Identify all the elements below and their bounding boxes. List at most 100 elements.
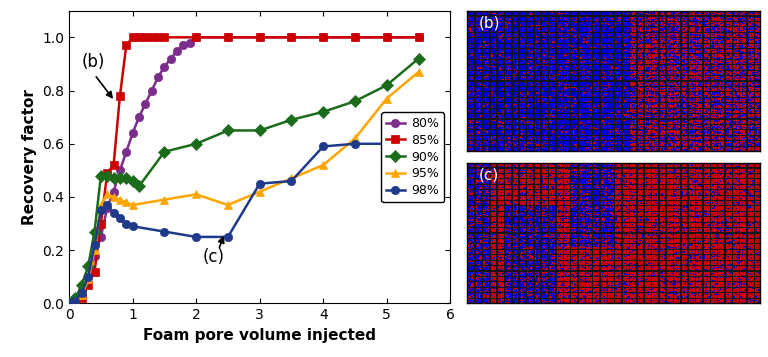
- 95%: [414, 70, 423, 74]
- Line: 98%: 98%: [65, 134, 422, 308]
- 90%: [71, 296, 80, 300]
- 80%: [128, 131, 137, 135]
- 85%: [134, 35, 144, 40]
- 98%: [78, 291, 87, 295]
- 80%: [84, 275, 93, 279]
- 95%: [223, 203, 233, 207]
- 85%: [382, 35, 392, 40]
- 90%: [84, 264, 93, 268]
- 80%: [103, 206, 112, 210]
- 90%: [103, 174, 112, 178]
- 85%: [128, 35, 137, 40]
- Text: (c): (c): [203, 248, 224, 266]
- 80%: [134, 115, 144, 119]
- 98%: [71, 299, 80, 303]
- 98%: [103, 203, 112, 207]
- 95%: [160, 197, 169, 202]
- 98%: [84, 275, 93, 279]
- 85%: [71, 304, 80, 308]
- 80%: [65, 301, 74, 306]
- 85%: [84, 283, 93, 287]
- Line: 80%: 80%: [65, 33, 422, 308]
- 80%: [255, 35, 264, 40]
- 80%: [90, 253, 99, 258]
- 80%: [109, 190, 118, 194]
- Line: 90%: 90%: [65, 55, 422, 308]
- 90%: [90, 230, 99, 234]
- 98%: [96, 208, 105, 212]
- 95%: [121, 200, 131, 205]
- 95%: [78, 293, 87, 298]
- 85%: [96, 221, 105, 226]
- 85%: [78, 296, 87, 300]
- 85%: [121, 43, 131, 47]
- 98%: [382, 142, 392, 146]
- 85%: [287, 35, 296, 40]
- 95%: [115, 197, 124, 202]
- 85%: [103, 171, 112, 175]
- 80%: [71, 296, 80, 300]
- 95%: [71, 304, 80, 308]
- 80%: [179, 43, 188, 47]
- 98%: [350, 142, 359, 146]
- 95%: [96, 203, 105, 207]
- 85%: [90, 270, 99, 274]
- X-axis label: Foam pore volume injected: Foam pore volume injected: [143, 328, 376, 343]
- 80%: [382, 35, 392, 40]
- 80%: [191, 35, 200, 40]
- Line: 85%: 85%: [65, 33, 422, 310]
- 85%: [191, 35, 200, 40]
- 95%: [90, 248, 99, 252]
- Text: (b): (b): [82, 52, 105, 71]
- 95%: [128, 203, 137, 207]
- 90%: [382, 83, 392, 87]
- 90%: [65, 301, 74, 306]
- 98%: [223, 235, 233, 239]
- Text: (b): (b): [479, 16, 501, 31]
- 90%: [414, 56, 423, 61]
- 85%: [350, 35, 359, 40]
- 90%: [287, 118, 296, 122]
- 90%: [121, 176, 131, 181]
- 80%: [141, 102, 150, 106]
- 98%: [414, 136, 423, 141]
- 80%: [121, 150, 131, 154]
- 80%: [223, 35, 233, 40]
- 95%: [191, 192, 200, 196]
- 90%: [78, 283, 87, 287]
- 80%: [185, 40, 194, 45]
- 98%: [255, 182, 264, 186]
- 85%: [147, 35, 157, 40]
- 95%: [382, 96, 392, 101]
- 90%: [223, 128, 233, 132]
- 98%: [128, 224, 137, 228]
- 90%: [191, 142, 200, 146]
- 98%: [109, 211, 118, 215]
- 90%: [255, 128, 264, 132]
- 95%: [350, 136, 359, 141]
- 80%: [173, 49, 182, 53]
- 95%: [65, 301, 74, 306]
- 98%: [160, 230, 169, 234]
- Y-axis label: Recovery factor: Recovery factor: [22, 89, 37, 225]
- 90%: [160, 150, 169, 154]
- 90%: [350, 99, 359, 103]
- 85%: [141, 35, 150, 40]
- 80%: [414, 35, 423, 40]
- 85%: [115, 94, 124, 98]
- 90%: [319, 110, 328, 114]
- 95%: [109, 195, 118, 199]
- 80%: [154, 75, 163, 79]
- 98%: [90, 243, 99, 247]
- 98%: [121, 221, 131, 226]
- 85%: [109, 163, 118, 167]
- 80%: [147, 89, 157, 93]
- 80%: [319, 35, 328, 40]
- 90%: [96, 174, 105, 178]
- 95%: [255, 190, 264, 194]
- 95%: [287, 176, 296, 181]
- 90%: [115, 176, 124, 181]
- 98%: [65, 301, 74, 306]
- 98%: [115, 216, 124, 220]
- 85%: [319, 35, 328, 40]
